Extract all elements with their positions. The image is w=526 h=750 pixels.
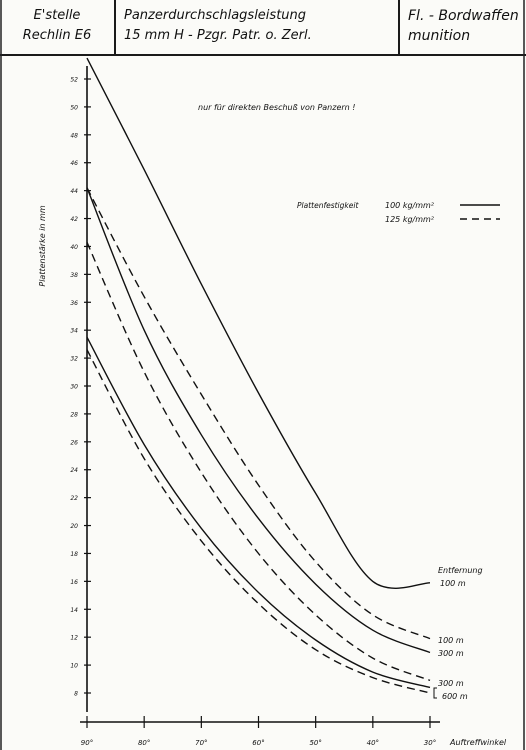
chart-note: nur für direkten Beschuß von Panzern ! (198, 103, 355, 112)
y-tick-label: 22 (70, 495, 78, 502)
header-table: E'stelle Rechlin E6 Panzerdurchschlagsle… (0, 0, 526, 56)
title-line1: Panzerdurchschlagsleistung (124, 8, 307, 23)
y-tick-label: 42 (70, 216, 78, 223)
y-tick-label: 12 (70, 635, 78, 642)
end-label-dashed-100m: 100 m (438, 636, 464, 645)
series-line-solid-300m (86, 187, 431, 654)
y-tick-label: 40 (70, 244, 78, 251)
x-tick-label: 30° (424, 739, 436, 747)
x-tick-label: 60° (252, 739, 264, 747)
y-tick-label: 30 (70, 384, 78, 391)
end-label-dashed-300m: 300 m (438, 679, 464, 688)
y-tick-label: 16 (70, 579, 78, 586)
category-line1: Fl. - Bordwaffen (408, 8, 519, 24)
x-ticks: 90° 80° 70° 60° 50° 40° 30° (81, 716, 436, 747)
x-tick-label: 70° (195, 739, 207, 747)
x-tick-label: 50° (309, 739, 321, 747)
legend-solid-label: 100 kg/mm² (385, 201, 435, 210)
series-line-solid-100m (86, 57, 431, 589)
end-label-solid-300m: 300 m (438, 649, 464, 658)
y-tick-label: 44 (70, 188, 78, 195)
department-line1: E'stelle (33, 8, 81, 23)
y-tick-label: 50 (70, 104, 78, 111)
y-tick-label: 34 (70, 328, 78, 335)
title-line2: 15 mm H - Pzgr. Patr. o. Zerl. (124, 28, 312, 43)
y-tick-label: 20 (70, 523, 78, 530)
y-tick-label: 52 (70, 77, 78, 84)
y-axis-label: Plattenstärke in mm (38, 205, 47, 286)
end-label-solid-100m: 100 m (440, 579, 466, 588)
y-tick-label: 18 (70, 551, 78, 558)
y-tick-label: 8 (74, 691, 78, 698)
x-tick-label: 90° (81, 739, 93, 747)
series-line-solid-600m (86, 336, 431, 689)
series-line-dashed-100m (86, 187, 431, 640)
y-tick-label: 38 (70, 272, 78, 279)
legend-title: Plattenfestigkeit (297, 201, 359, 210)
y-tick-label: 32 (70, 356, 78, 363)
header-cell-title: Panzerdurchschlagsleistung 15 mm H - Pzg… (116, 0, 400, 54)
y-tick-label: 48 (70, 132, 78, 139)
series-group (86, 57, 431, 694)
series-line-dashed-600m (86, 349, 431, 694)
end-label-600m: 600 m (442, 692, 468, 701)
y-tick-label: 46 (70, 160, 78, 167)
x-axis-label: Auftreffwinkel (449, 738, 507, 747)
y-tick-label: 26 (70, 439, 78, 446)
legend-dashed-label: 125 kg/mm² (385, 215, 435, 224)
end-label-bracket (433, 687, 437, 699)
header-cell-category: Fl. - Bordwaffen munition (400, 0, 526, 54)
category-line2: munition (408, 28, 471, 44)
x-tick-label: 40° (367, 739, 379, 747)
series-line-dashed-300m (86, 242, 431, 682)
y-tick-label: 28 (70, 411, 78, 418)
distance-heading: Entfernung (438, 566, 483, 575)
y-tick-label: 10 (70, 663, 78, 670)
x-tick-label: 80° (138, 739, 150, 747)
y-tick-label: 24 (70, 467, 78, 474)
y-tick-label: 36 (70, 300, 78, 307)
y-ticks: 8 10 12 14 16 18 20 22 24 26 28 30 32 34 36 38 40 42 44 46 4… (70, 77, 91, 698)
y-tick-label: 14 (70, 607, 78, 614)
department-line2: Rechlin E6 (22, 28, 92, 43)
header-cell-department: E'stelle Rechlin E6 (0, 0, 116, 54)
legend: Plattenfestigkeit 100 kg/mm² 125 kg/mm² (297, 201, 500, 224)
